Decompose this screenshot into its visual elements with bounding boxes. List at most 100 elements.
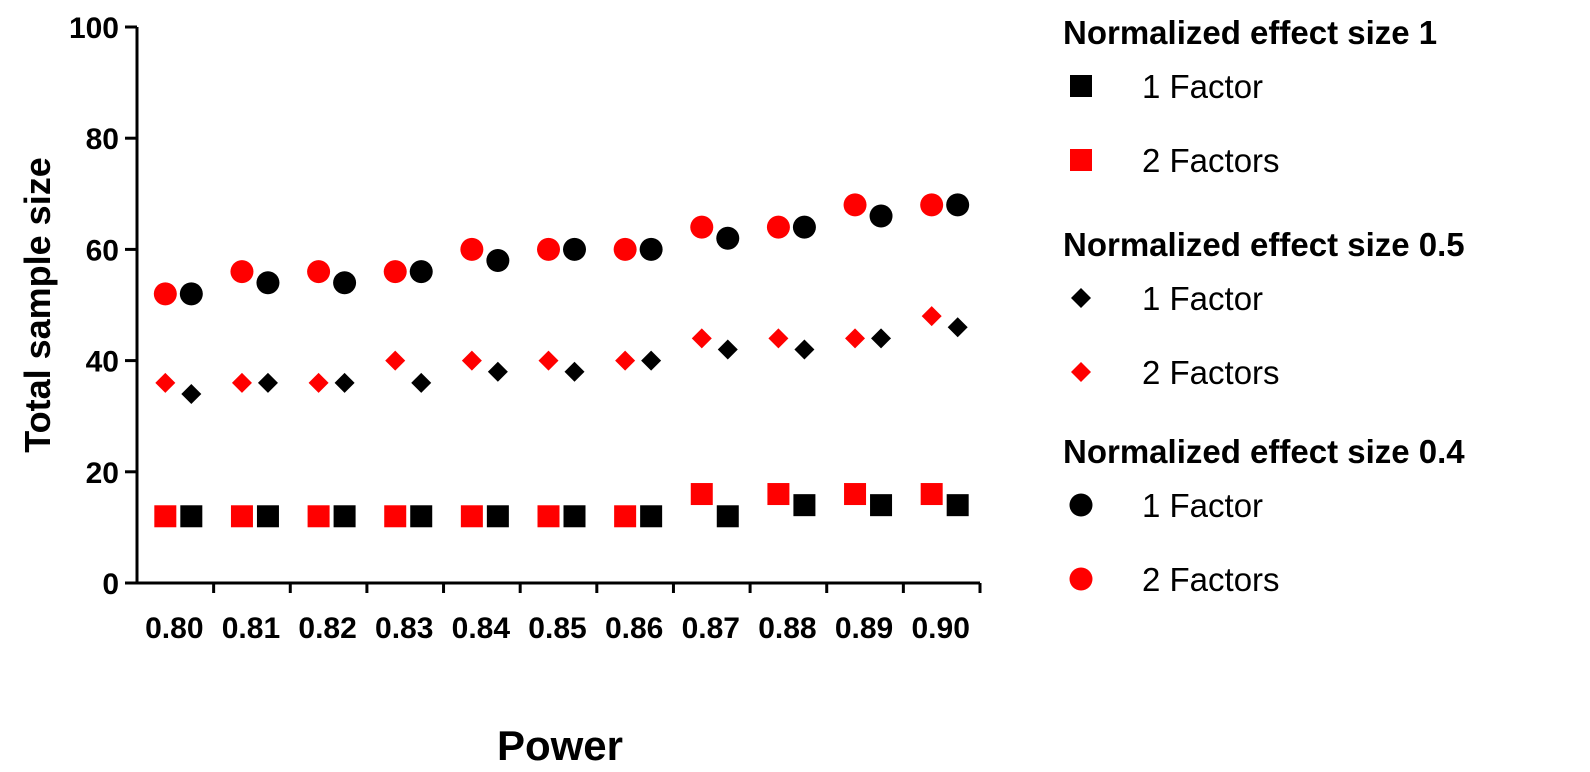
legend-square-icon bbox=[1070, 149, 1092, 171]
data-point-diamond-two-factors bbox=[615, 350, 636, 371]
legend-diamond-icon bbox=[1071, 288, 1091, 308]
x-tick-label: 0.86 bbox=[605, 612, 663, 645]
data-point-circle-two-factors bbox=[460, 237, 484, 261]
legend-heading: Normalized effect size 0.5 bbox=[1063, 226, 1465, 263]
data-point-circle-two-factors bbox=[690, 215, 714, 239]
data-point-square-two-factors bbox=[307, 505, 330, 528]
data-point-diamond-two-factors bbox=[155, 372, 176, 393]
data-point-circle-one-factor bbox=[333, 271, 357, 295]
x-tick-label: 0.88 bbox=[758, 612, 816, 645]
data-point-square-one-factor bbox=[256, 505, 279, 528]
data-point-square-two-factors bbox=[384, 505, 407, 528]
y-axis-title: Total sample size bbox=[17, 157, 58, 452]
data-point-diamond-one-factor bbox=[947, 317, 968, 338]
legend-square-icon bbox=[1070, 75, 1092, 97]
data-point-square-one-factor bbox=[716, 505, 739, 528]
y-tick-label: 20 bbox=[86, 457, 119, 490]
data-point-square-two-factors bbox=[154, 505, 177, 528]
data-point-square-one-factor bbox=[410, 505, 433, 528]
data-point-diamond-one-factor bbox=[411, 372, 432, 393]
data-point-square-one-factor bbox=[333, 505, 356, 528]
data-point-square-two-factors bbox=[614, 505, 637, 528]
x-axis-title: Power bbox=[497, 722, 623, 769]
data-point-square-one-factor bbox=[563, 505, 586, 528]
legend-label: 1 Factor bbox=[1142, 487, 1263, 524]
data-point-circle-one-factor bbox=[869, 204, 893, 228]
data-point-diamond-one-factor bbox=[794, 339, 815, 360]
data-point-circle-one-factor bbox=[486, 249, 510, 273]
data-point-square-two-factors bbox=[690, 483, 713, 506]
data-point-square-one-factor bbox=[870, 494, 893, 517]
y-tick-label: 0 bbox=[102, 568, 119, 601]
legend-label: 2 Factors bbox=[1142, 142, 1280, 179]
data-point-circle-two-factors bbox=[766, 215, 790, 239]
x-tick-label: 0.87 bbox=[682, 612, 740, 645]
legend-heading: Normalized effect size 1 bbox=[1063, 14, 1437, 51]
data-point-square-two-factors bbox=[844, 483, 867, 506]
x-tick-label: 0.84 bbox=[452, 612, 511, 645]
data-point-circle-one-factor bbox=[563, 237, 586, 261]
data-point-circle-one-factor bbox=[256, 271, 280, 295]
legend: Normalized effect size 1 1 Factor 2 Factor… bbox=[1063, 14, 1465, 598]
data-point-diamond-two-factors bbox=[385, 350, 406, 371]
data-point-square-two-factors bbox=[537, 505, 560, 528]
data-point-diamond-two-factors bbox=[845, 328, 866, 349]
data-point-diamond-one-factor bbox=[871, 328, 892, 349]
x-tick-label: 0.83 bbox=[375, 612, 433, 645]
data-point-diamond-one-factor bbox=[717, 339, 738, 360]
data-point-circle-one-factor bbox=[179, 282, 203, 306]
data-point-diamond-two-factors bbox=[921, 306, 942, 327]
data-point-circle-two-factors bbox=[307, 260, 331, 284]
data-point-diamond-one-factor bbox=[334, 372, 355, 393]
data-point-circle-one-factor bbox=[409, 260, 433, 284]
data-point-diamond-one-factor bbox=[181, 383, 202, 404]
legend-label: 2 Factors bbox=[1142, 561, 1280, 598]
data-point-circle-one-factor bbox=[946, 193, 970, 217]
legend-label: 1 Factor bbox=[1142, 280, 1263, 317]
data-point-square-two-factors bbox=[230, 505, 253, 528]
data-point-circle-two-factors bbox=[230, 260, 254, 284]
data-point-diamond-one-factor bbox=[487, 361, 508, 382]
data-point-diamond-one-factor bbox=[257, 372, 278, 393]
x-tick-label: 0.89 bbox=[835, 612, 893, 645]
data-point-square-one-factor bbox=[640, 505, 663, 528]
data-point-circle-one-factor bbox=[716, 226, 740, 250]
axes: 0 20 40 60 80 100 0.80 0.81 0.82 0.83 0.84 0.85 0.86… bbox=[69, 12, 982, 645]
legend-circle-icon bbox=[1069, 567, 1093, 591]
data-point-circle-two-factors bbox=[613, 237, 637, 261]
y-tick-label: 100 bbox=[69, 12, 119, 45]
data-point-circle-one-factor bbox=[639, 237, 663, 261]
data-point-square-two-factors bbox=[767, 483, 790, 506]
data-point-circle-two-factors bbox=[153, 282, 177, 306]
data-point-circle-two-factors bbox=[383, 260, 407, 284]
data-point-square-two-factors bbox=[460, 505, 483, 528]
data-point-diamond-two-factors bbox=[768, 328, 789, 349]
data-point-diamond-one-factor bbox=[564, 361, 585, 382]
data-point-diamond-two-factors bbox=[308, 372, 329, 393]
y-tick-label: 80 bbox=[86, 123, 119, 156]
data-point-square-one-factor bbox=[486, 505, 509, 528]
y-tick-label: 40 bbox=[86, 346, 119, 379]
legend-diamond-icon bbox=[1071, 362, 1091, 382]
legend-label: 2 Factors bbox=[1142, 354, 1280, 391]
data-point-square-one-factor bbox=[180, 505, 203, 528]
x-tick-label: 0.90 bbox=[911, 612, 969, 645]
data-point-circle-two-factors bbox=[843, 193, 867, 217]
legend-heading: Normalized effect size 0.4 bbox=[1063, 433, 1465, 470]
x-tick-label: 0.80 bbox=[145, 612, 203, 645]
y-tick-label: 60 bbox=[86, 234, 119, 267]
data-point-square-two-factors bbox=[920, 483, 943, 506]
x-tick-label: 0.85 bbox=[528, 612, 586, 645]
data-point-diamond-two-factors bbox=[538, 350, 559, 371]
x-tick-label: 0.82 bbox=[298, 612, 356, 645]
data-point-circle-one-factor bbox=[792, 215, 816, 239]
data-point-diamond-two-factors bbox=[231, 372, 252, 393]
data-marks bbox=[153, 193, 970, 528]
data-point-square-one-factor bbox=[793, 494, 816, 517]
x-tick-label: 0.81 bbox=[222, 612, 280, 645]
legend-label: 1 Factor bbox=[1142, 68, 1263, 105]
data-point-circle-two-factors bbox=[920, 193, 944, 217]
data-point-circle-two-factors bbox=[537, 237, 560, 261]
data-point-diamond-one-factor bbox=[641, 350, 662, 371]
